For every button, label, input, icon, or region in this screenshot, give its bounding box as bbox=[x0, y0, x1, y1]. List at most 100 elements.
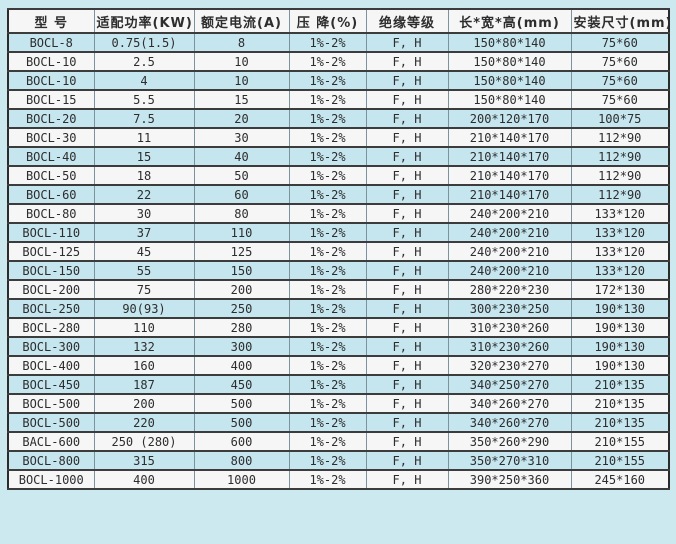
cell-insulation: F, H bbox=[365, 450, 449, 471]
cell-current: 800 bbox=[193, 450, 290, 471]
cell-voltage-drop: 1%-2% bbox=[288, 127, 367, 148]
header-power: 适配功率(KW) bbox=[93, 8, 195, 34]
cell-current: 125 bbox=[193, 241, 290, 262]
cell-power: 30 bbox=[93, 203, 195, 224]
cell-current: 80 bbox=[193, 203, 290, 224]
cell-model: BOCL-50 bbox=[7, 165, 95, 186]
table-row: BOCL-500 220 500 1%-2% F, H 340*260*270 210*13… bbox=[7, 412, 670, 433]
cell-dimensions: 150*80*140 bbox=[447, 51, 572, 72]
spec-table-container: 型 号 适配功率(KW) 额定电流(A) 压 降(%) 绝缘等级 长*宽*高(m… bbox=[7, 8, 670, 490]
cell-power: 75 bbox=[93, 279, 195, 300]
cell-current: 110 bbox=[193, 222, 290, 243]
table-row: BOCL-400 160 400 1%-2% F, H 320*230*270 190*13… bbox=[7, 355, 670, 376]
cell-dimensions: 390*250*360 bbox=[447, 469, 572, 490]
cell-insulation: F, H bbox=[365, 279, 449, 300]
cell-voltage-drop: 1%-2% bbox=[288, 317, 367, 338]
cell-power: 132 bbox=[93, 336, 195, 357]
cell-model: BACL-600 bbox=[7, 431, 95, 452]
cell-current: 50 bbox=[193, 165, 290, 186]
cell-mounting: 112*90 bbox=[570, 184, 670, 205]
cell-model: BOCL-800 bbox=[7, 450, 95, 471]
cell-dimensions: 150*80*140 bbox=[447, 89, 572, 110]
cell-current: 500 bbox=[193, 393, 290, 414]
cell-voltage-drop: 1%-2% bbox=[288, 374, 367, 395]
cell-mounting: 190*130 bbox=[570, 355, 670, 376]
cell-insulation: F, H bbox=[365, 108, 449, 129]
cell-dimensions: 280*220*230 bbox=[447, 279, 572, 300]
header-mounting: 安装尺寸(mm) bbox=[570, 8, 670, 34]
cell-insulation: F, H bbox=[365, 89, 449, 110]
cell-dimensions: 210*140*170 bbox=[447, 184, 572, 205]
cell-model: BOCL-110 bbox=[7, 222, 95, 243]
table-row: BOCL-450 187 450 1%-2% F, H 340*250*270 210*13… bbox=[7, 374, 670, 395]
cell-dimensions: 150*80*140 bbox=[447, 70, 572, 91]
cell-power: 200 bbox=[93, 393, 195, 414]
cell-power: 55 bbox=[93, 260, 195, 281]
cell-dimensions: 340*260*270 bbox=[447, 393, 572, 414]
cell-current: 8 bbox=[193, 32, 290, 53]
cell-mounting: 172*130 bbox=[570, 279, 670, 300]
cell-insulation: F, H bbox=[365, 32, 449, 53]
cell-model: BOCL-250 bbox=[7, 298, 95, 319]
cell-mounting: 112*90 bbox=[570, 127, 670, 148]
cell-voltage-drop: 1%-2% bbox=[288, 260, 367, 281]
cell-current: 400 bbox=[193, 355, 290, 376]
cell-power: 315 bbox=[93, 450, 195, 471]
cell-power: 11 bbox=[93, 127, 195, 148]
table-row: BOCL-80 30 80 1%-2% F, H 240*200*210 133*120 bbox=[7, 203, 670, 224]
cell-mounting: 100*75 bbox=[570, 108, 670, 129]
cell-mounting: 75*60 bbox=[570, 51, 670, 72]
cell-model: BOCL-125 bbox=[7, 241, 95, 262]
cell-current: 500 bbox=[193, 412, 290, 433]
cell-power: 37 bbox=[93, 222, 195, 243]
cell-current: 10 bbox=[193, 70, 290, 91]
cell-power: 400 bbox=[93, 469, 195, 490]
spec-table: 型 号 适配功率(KW) 额定电流(A) 压 降(%) 绝缘等级 长*宽*高(m… bbox=[7, 8, 670, 490]
table-row: BOCL-110 37 110 1%-2% F, H 240*200*210 133*120 bbox=[7, 222, 670, 243]
cell-mounting: 210*155 bbox=[570, 431, 670, 452]
cell-model: BOCL-1000 bbox=[7, 469, 95, 490]
header-insulation: 绝缘等级 bbox=[365, 8, 449, 34]
cell-power: 18 bbox=[93, 165, 195, 186]
cell-mounting: 133*120 bbox=[570, 241, 670, 262]
cell-voltage-drop: 1%-2% bbox=[288, 431, 367, 452]
cell-model: BOCL-400 bbox=[7, 355, 95, 376]
cell-dimensions: 350*260*290 bbox=[447, 431, 572, 452]
cell-current: 600 bbox=[193, 431, 290, 452]
cell-current: 250 bbox=[193, 298, 290, 319]
cell-dimensions: 210*140*170 bbox=[447, 127, 572, 148]
cell-mounting: 133*120 bbox=[570, 260, 670, 281]
cell-power: 110 bbox=[93, 317, 195, 338]
cell-insulation: F, H bbox=[365, 374, 449, 395]
cell-model: BOCL-30 bbox=[7, 127, 95, 148]
cell-insulation: F, H bbox=[365, 146, 449, 167]
cell-mounting: 112*90 bbox=[570, 165, 670, 186]
cell-mounting: 133*120 bbox=[570, 203, 670, 224]
table-row: BOCL-280 110 280 1%-2% F, H 310*230*260 190*13… bbox=[7, 317, 670, 338]
cell-voltage-drop: 1%-2% bbox=[288, 241, 367, 262]
cell-model: BOCL-150 bbox=[7, 260, 95, 281]
header-current: 额定电流(A) bbox=[193, 8, 290, 34]
table-row: BOCL-10 4 10 1%-2% F, H 150*80*140 75*60 bbox=[7, 70, 670, 91]
cell-current: 200 bbox=[193, 279, 290, 300]
header-model: 型 号 bbox=[7, 8, 95, 34]
cell-power: 2.5 bbox=[93, 51, 195, 72]
cell-insulation: F, H bbox=[365, 336, 449, 357]
cell-insulation: F, H bbox=[365, 412, 449, 433]
cell-mounting: 112*90 bbox=[570, 146, 670, 167]
cell-current: 150 bbox=[193, 260, 290, 281]
table-row: BOCL-500 200 500 1%-2% F, H 340*260*270 210*13… bbox=[7, 393, 670, 414]
cell-dimensions: 240*200*210 bbox=[447, 260, 572, 281]
cell-mounting: 75*60 bbox=[570, 89, 670, 110]
cell-current: 30 bbox=[193, 127, 290, 148]
cell-model: BOCL-80 bbox=[7, 203, 95, 224]
cell-model: BOCL-200 bbox=[7, 279, 95, 300]
cell-voltage-drop: 1%-2% bbox=[288, 336, 367, 357]
table-row: BOCL-800 315 800 1%-2% F, H 350*270*310 210*15… bbox=[7, 450, 670, 471]
cell-insulation: F, H bbox=[365, 184, 449, 205]
cell-insulation: F, H bbox=[365, 222, 449, 243]
cell-power: 187 bbox=[93, 374, 195, 395]
cell-dimensions: 310*230*260 bbox=[447, 336, 572, 357]
cell-insulation: F, H bbox=[365, 469, 449, 490]
cell-current: 40 bbox=[193, 146, 290, 167]
